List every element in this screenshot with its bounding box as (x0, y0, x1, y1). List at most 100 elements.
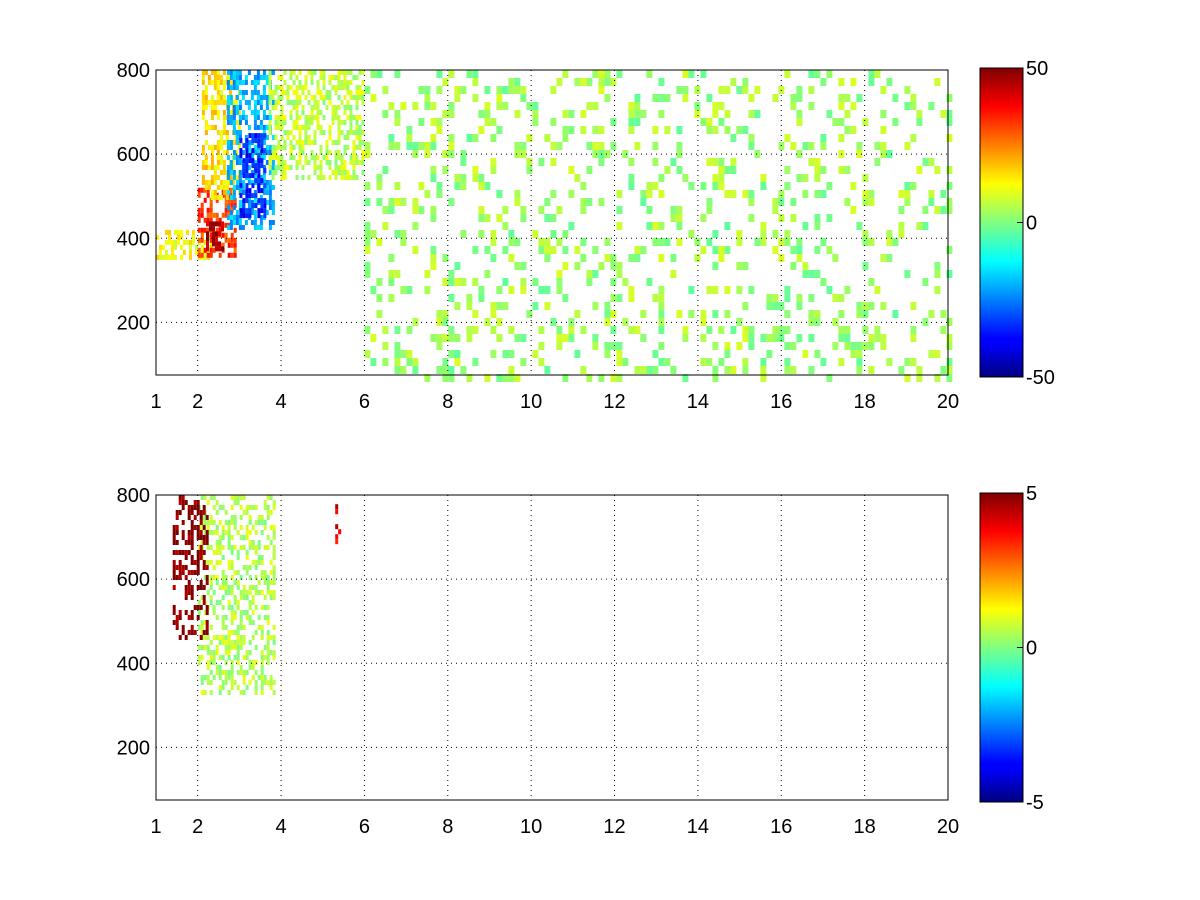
heatmap-cell (190, 510, 194, 515)
heatmap-cell (260, 530, 264, 535)
heatmap-cell (850, 102, 857, 110)
heatmap-cell (226, 110, 230, 115)
heatmap-cell (340, 170, 344, 175)
heatmap-cell (718, 102, 725, 110)
heatmap-cell (256, 70, 260, 75)
heatmap-cell (187, 530, 191, 535)
heatmap-cell (205, 565, 209, 570)
bottom-colorbar (979, 492, 1024, 803)
heatmap-cell (328, 175, 332, 180)
heatmap-cell (838, 294, 845, 302)
heatmap-cell (232, 105, 236, 110)
heatmap-cell (430, 254, 437, 262)
heatmap-cell (203, 227, 207, 233)
heatmap-cell (406, 286, 413, 294)
heatmap-cell (260, 590, 264, 595)
heatmap-cell (260, 605, 264, 610)
heatmap-cell (718, 182, 725, 190)
heatmap-cell (251, 610, 255, 615)
heatmap-cell (201, 110, 205, 115)
heatmap-cell (916, 110, 923, 118)
heatmap-cell (325, 145, 329, 150)
heatmap-cell (838, 134, 845, 142)
heatmap-cell (269, 560, 273, 565)
heatmap-cell (292, 80, 296, 85)
heatmap-cell (196, 560, 200, 565)
heatmap-cell (248, 208, 252, 214)
heatmap-cell (215, 600, 219, 605)
heatmap-cell (209, 670, 213, 675)
heatmap-cell (224, 580, 228, 585)
heatmap-cell (257, 133, 261, 139)
heatmap-cell (430, 118, 437, 126)
heatmap-cell (232, 80, 236, 85)
heatmap-cell (201, 80, 205, 85)
heatmap-cell (244, 220, 248, 225)
heatmap-cell (260, 625, 264, 630)
heatmap-cell (245, 505, 249, 510)
heatmap-cell (206, 212, 210, 218)
heatmap-cell (268, 70, 272, 75)
heatmap-cell (266, 615, 270, 620)
heatmap-cell (209, 680, 213, 685)
heatmap-cell (466, 334, 473, 342)
heatmap-cell (580, 238, 587, 246)
heatmap-cell (298, 135, 302, 140)
heatmap-cell (204, 155, 208, 160)
heatmap-cell (610, 294, 617, 302)
x-tick-label: 10 (520, 816, 542, 838)
heatmap-cell (232, 155, 236, 160)
heatmap-cell (196, 605, 200, 610)
heatmap-cell (658, 78, 665, 86)
heatmap-cell (778, 334, 785, 342)
heatmap-cell (331, 140, 335, 145)
heatmap-cell (254, 163, 258, 169)
heatmap-cell (272, 635, 276, 640)
heatmap-cell (394, 230, 401, 238)
heatmap-cell (235, 70, 239, 75)
heatmap-cell (230, 197, 234, 203)
heatmap-cell (568, 190, 575, 198)
heatmap-cell (706, 206, 713, 214)
heatmap-cell (289, 130, 293, 135)
heatmap-cell (175, 575, 179, 580)
heatmap-cell (940, 366, 947, 374)
heatmap-cell (248, 585, 252, 590)
heatmap-cell (221, 595, 225, 600)
heatmap-cell (272, 650, 276, 655)
heatmap-cell (388, 206, 395, 214)
heatmap-cell (352, 145, 356, 150)
heatmap-cell (209, 252, 213, 258)
heatmap-cell (286, 100, 290, 105)
heatmap-cell (814, 174, 821, 182)
heatmap-cell (658, 174, 665, 182)
x-tick-label: 12 (603, 391, 625, 413)
heatmap-cell (724, 190, 731, 198)
heatmap-cell (652, 238, 659, 246)
heatmap-cell (616, 294, 623, 302)
heatmap-cell (247, 150, 251, 155)
heatmap-cell (266, 660, 270, 665)
heatmap-cell (928, 350, 935, 358)
heatmap-cell (940, 190, 947, 198)
heatmap-cell (283, 70, 287, 75)
heatmap-cell (239, 193, 243, 199)
heatmap-cell (292, 105, 296, 110)
heatmap-cell (222, 70, 226, 75)
heatmap-cell (210, 105, 214, 110)
heatmap-cell (610, 142, 617, 150)
heatmap-cell (241, 110, 245, 115)
heatmap-cell (352, 115, 356, 120)
heatmap-cell (221, 635, 225, 640)
heatmap-cell (310, 95, 314, 100)
heatmap-cell (340, 85, 344, 90)
heatmap-cell (256, 90, 260, 95)
heatmap-cell (736, 86, 743, 94)
heatmap-cell (215, 246, 218, 252)
heatmap-cell (307, 90, 311, 95)
heatmap-cell (260, 675, 264, 680)
heatmap-cell (826, 246, 833, 254)
heatmap-cell (232, 205, 236, 210)
heatmap-cell (682, 374, 689, 382)
heatmap-cell (316, 175, 320, 180)
